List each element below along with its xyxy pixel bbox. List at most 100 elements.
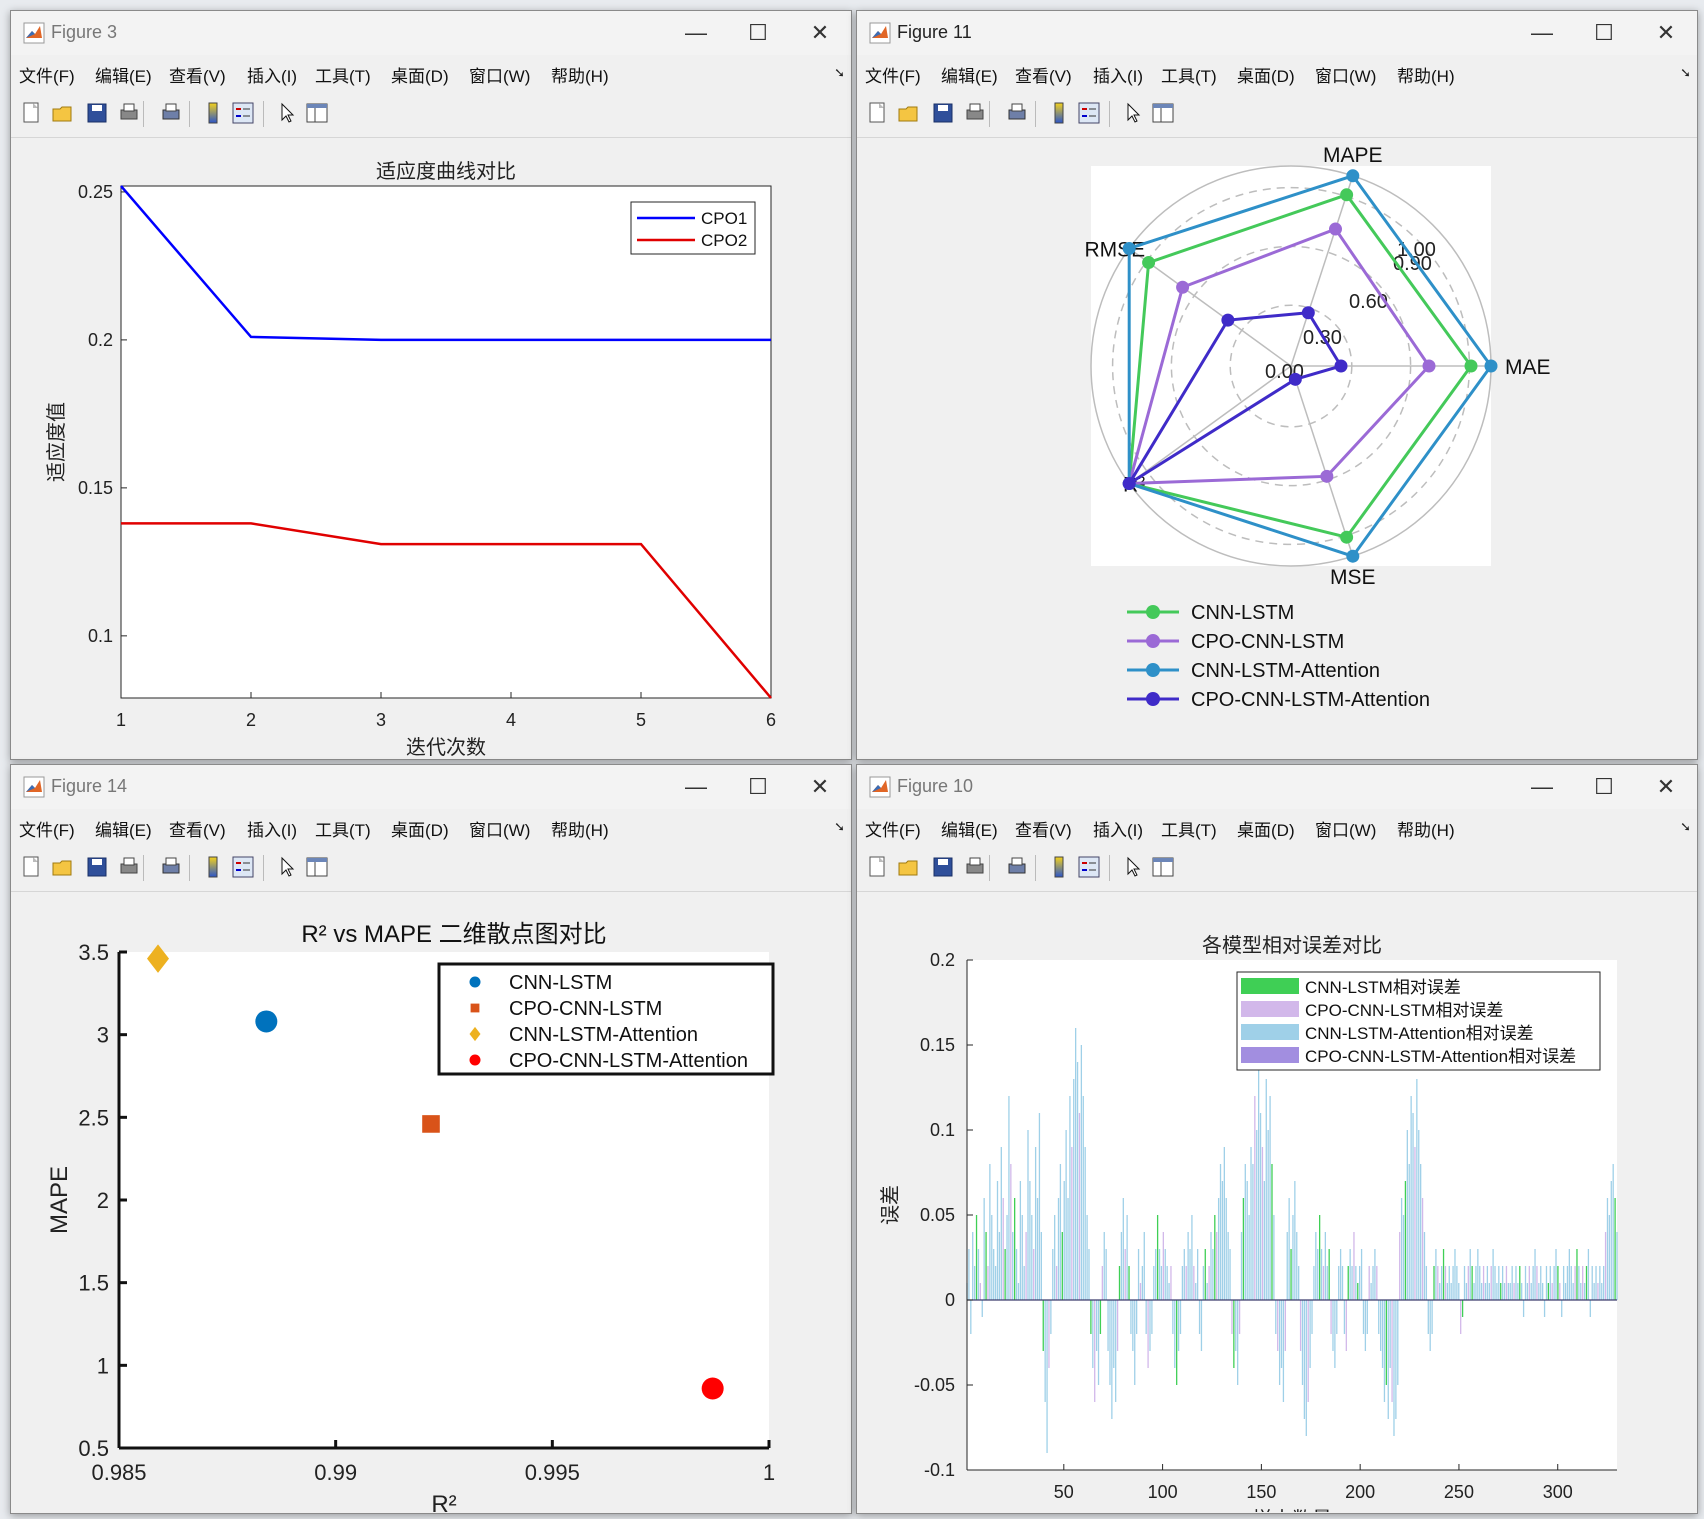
figure-window-11[interactable]: Figure 11 — ☐ ✕ 文件(F) 编辑(E) 查看(V) 插入(I) 工具(T… xyxy=(856,10,1698,760)
insert-legend-icon[interactable] xyxy=(1077,101,1101,125)
print-icon[interactable] xyxy=(117,855,141,879)
window-title: Figure 10 xyxy=(897,776,974,796)
edit-plot-arrow-icon[interactable] xyxy=(275,855,299,879)
save-icon[interactable] xyxy=(85,855,109,879)
menu-item-4[interactable]: 工具(T) xyxy=(1161,821,1217,840)
print-preview-icon[interactable] xyxy=(1005,101,1029,125)
insert-legend-icon[interactable] xyxy=(1077,855,1101,879)
save-icon[interactable] xyxy=(931,101,955,125)
dock-arrow-icon[interactable]: ➘ xyxy=(834,819,845,834)
menu-item-3[interactable]: 插入(I) xyxy=(1093,821,1144,840)
close-button[interactable]: ✕ xyxy=(789,765,851,809)
radar-chart[interactable]: 0.000.300.600.901.00MAEMAPERMSER²MSECNN-… xyxy=(857,138,1697,758)
x-tick-label: 250 xyxy=(1444,1482,1474,1502)
property-inspector-icon[interactable] xyxy=(305,855,329,879)
new-figure-icon[interactable] xyxy=(865,855,889,879)
open-file-icon[interactable] xyxy=(897,101,921,125)
open-file-icon[interactable] xyxy=(51,855,75,879)
menu-item-3[interactable]: 插入(I) xyxy=(247,67,298,86)
menu-item-4[interactable]: 工具(T) xyxy=(315,67,371,86)
menu-item-3[interactable]: 插入(I) xyxy=(1093,67,1144,86)
title-bar[interactable]: Figure 14 — ☐ ✕ xyxy=(11,765,851,809)
menu-item-1[interactable]: 编辑(E) xyxy=(941,821,998,840)
save-icon[interactable] xyxy=(931,855,955,879)
scatter-chart[interactable]: R² vs MAPE 二维散点图对比 0.985 0.99 0.995 1 0.5 1 1.5… xyxy=(11,892,851,1513)
menu-item-5[interactable]: 桌面(D) xyxy=(1237,67,1295,86)
menu-item-0[interactable]: 文件(F) xyxy=(865,67,921,86)
figure-window-10[interactable]: Figure 10 — ☐ ✕ 文件(F) 编辑(E) 查看(V) 插入(I) 工具(T… xyxy=(856,764,1698,1514)
menu-item-1[interactable]: 编辑(E) xyxy=(95,67,152,86)
menu-item-7[interactable]: 帮助(H) xyxy=(551,67,609,86)
print-icon[interactable] xyxy=(117,101,141,125)
menu-item-6[interactable]: 窗口(W) xyxy=(469,821,531,840)
menu-item-7[interactable]: 帮助(H) xyxy=(1397,821,1455,840)
menu-item-4[interactable]: 工具(T) xyxy=(315,821,371,840)
menu-item-6[interactable]: 窗口(W) xyxy=(469,67,531,86)
property-inspector-icon[interactable] xyxy=(305,101,329,125)
save-icon[interactable] xyxy=(85,101,109,125)
insert-legend-icon[interactable] xyxy=(231,855,255,879)
close-button[interactable]: ✕ xyxy=(789,11,851,55)
menu-item-2[interactable]: 查看(V) xyxy=(169,821,226,840)
edit-plot-arrow-icon[interactable] xyxy=(275,101,299,125)
error-bar-chart[interactable]: 各模型相对误差对比 50 100 150 200 250 300 -0.1 -0.05 0 0.05… xyxy=(857,892,1697,1513)
edit-plot-arrow-icon[interactable] xyxy=(1121,101,1145,125)
menu-item-1[interactable]: 编辑(E) xyxy=(95,821,152,840)
menu-item-5[interactable]: 桌面(D) xyxy=(1237,821,1295,840)
open-file-icon[interactable] xyxy=(897,855,921,879)
edit-plot-arrow-icon[interactable] xyxy=(1121,855,1145,879)
menu-item-7[interactable]: 帮助(H) xyxy=(551,821,609,840)
title-bar[interactable]: Figure 10 — ☐ ✕ xyxy=(857,765,1697,809)
figure-toolbar xyxy=(857,91,1697,138)
menu-item-0[interactable]: 文件(F) xyxy=(865,821,921,840)
maximize-button[interactable]: ☐ xyxy=(1573,765,1635,809)
new-figure-icon[interactable] xyxy=(19,101,43,125)
close-button[interactable]: ✕ xyxy=(1635,765,1697,809)
menu-item-4[interactable]: 工具(T) xyxy=(1161,67,1217,86)
print-preview-icon[interactable] xyxy=(159,855,183,879)
new-figure-icon[interactable] xyxy=(19,855,43,879)
print-icon[interactable] xyxy=(963,855,987,879)
menu-item-2[interactable]: 查看(V) xyxy=(1015,67,1072,86)
menu-item-6[interactable]: 窗口(W) xyxy=(1315,821,1377,840)
print-preview-icon[interactable] xyxy=(1005,855,1029,879)
menu-item-6[interactable]: 窗口(W) xyxy=(1315,67,1377,86)
maximize-button[interactable]: ☐ xyxy=(1573,11,1635,55)
menu-item-5[interactable]: 桌面(D) xyxy=(391,67,449,86)
dock-arrow-icon[interactable]: ➘ xyxy=(1680,65,1691,80)
dock-arrow-icon[interactable]: ➘ xyxy=(834,65,845,80)
figure-window-14[interactable]: Figure 14 — ☐ ✕ 文件(F) 编辑(E) 查看(V) 插入(I) 工具(T… xyxy=(10,764,852,1514)
print-icon[interactable] xyxy=(963,101,987,125)
insert-colorbar-icon[interactable] xyxy=(201,101,225,125)
fitness-line-chart[interactable]: 适应度曲线对比 1 2 3 4 5 6 0.1 0.15 0.2 0.25 迭代次数 适应度值 CPO1 C… xyxy=(11,138,851,759)
y-tick-label: 3 xyxy=(97,1023,109,1048)
menu-item-0[interactable]: 文件(F) xyxy=(19,67,75,86)
minimize-button[interactable]: — xyxy=(665,11,727,55)
insert-colorbar-icon[interactable] xyxy=(1047,855,1071,879)
print-preview-icon[interactable] xyxy=(159,101,183,125)
title-bar[interactable]: Figure 3 — ☐ ✕ xyxy=(11,11,851,55)
property-inspector-icon[interactable] xyxy=(1151,101,1175,125)
menu-item-1[interactable]: 编辑(E) xyxy=(941,67,998,86)
menu-item-5[interactable]: 桌面(D) xyxy=(391,821,449,840)
minimize-button[interactable]: — xyxy=(1511,11,1573,55)
maximize-button[interactable]: ☐ xyxy=(727,765,789,809)
insert-colorbar-icon[interactable] xyxy=(1047,101,1071,125)
dock-arrow-icon[interactable]: ➘ xyxy=(1680,819,1691,834)
menu-item-7[interactable]: 帮助(H) xyxy=(1397,67,1455,86)
maximize-button[interactable]: ☐ xyxy=(727,11,789,55)
figure-window-3[interactable]: Figure 3 — ☐ ✕ 文件(F) 编辑(E) 查看(V) 插入(I) 工具(T)… xyxy=(10,10,852,760)
minimize-button[interactable]: — xyxy=(665,765,727,809)
menu-item-3[interactable]: 插入(I) xyxy=(247,821,298,840)
close-button[interactable]: ✕ xyxy=(1635,11,1697,55)
insert-colorbar-icon[interactable] xyxy=(201,855,225,879)
minimize-button[interactable]: — xyxy=(1511,765,1573,809)
property-inspector-icon[interactable] xyxy=(1151,855,1175,879)
insert-legend-icon[interactable] xyxy=(231,101,255,125)
menu-item-2[interactable]: 查看(V) xyxy=(169,67,226,86)
menu-item-0[interactable]: 文件(F) xyxy=(19,821,75,840)
new-figure-icon[interactable] xyxy=(865,101,889,125)
title-bar[interactable]: Figure 11 — ☐ ✕ xyxy=(857,11,1697,55)
open-file-icon[interactable] xyxy=(51,101,75,125)
menu-item-2[interactable]: 查看(V) xyxy=(1015,821,1072,840)
